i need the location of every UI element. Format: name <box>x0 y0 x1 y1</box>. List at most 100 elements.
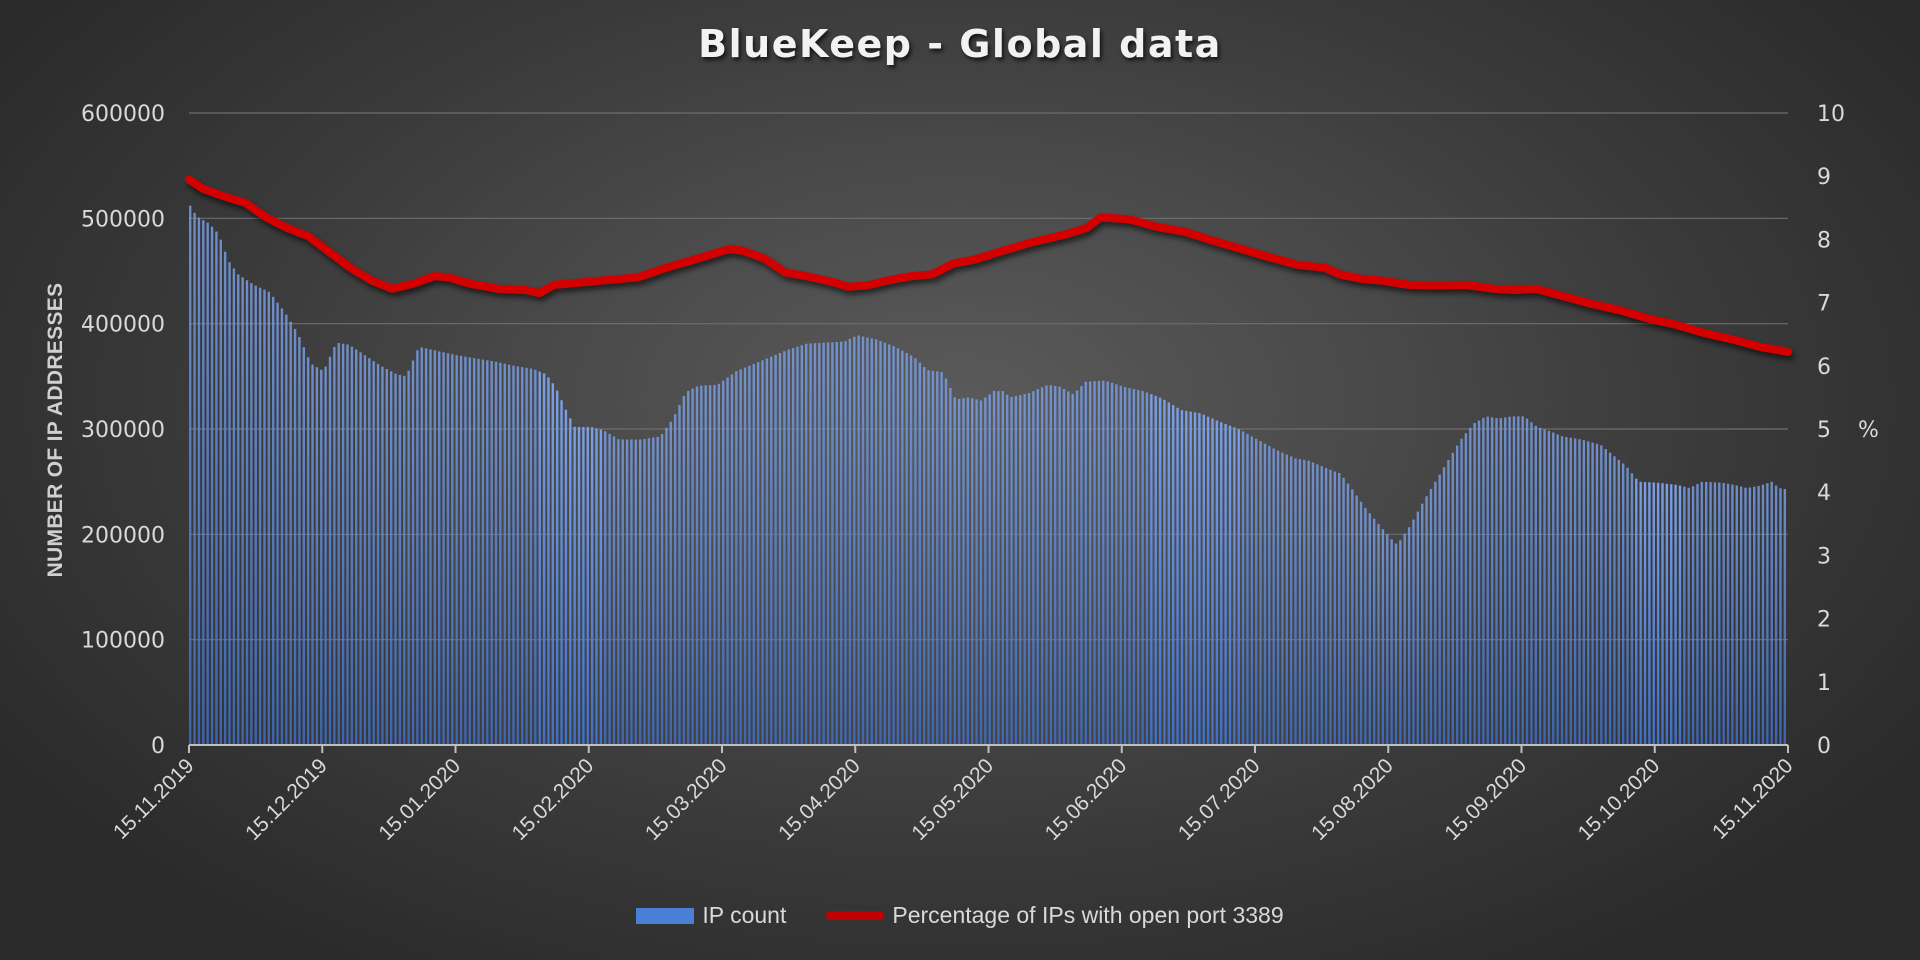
bar <box>223 251 227 745</box>
legend-item-percentage[interactable]: Percentage of IPs with open port 3389 <box>826 902 1284 929</box>
bar <box>1582 440 1586 745</box>
bar <box>542 373 546 745</box>
y2-tick-label: 6 <box>1817 355 1831 380</box>
bar <box>770 356 773 745</box>
bar <box>1093 381 1096 745</box>
bar <box>1263 443 1267 745</box>
bar <box>1088 381 1092 745</box>
y2-axis-ticks: 0 1 2 3 4 5 6 7 8 9 10 <box>1817 102 1845 759</box>
bar <box>617 439 620 745</box>
bar <box>1490 417 1494 745</box>
bar <box>1569 437 1572 745</box>
bar <box>1080 386 1083 745</box>
bar <box>857 335 860 745</box>
legend-item-ip-count[interactable]: IP count <box>636 902 786 929</box>
bar <box>1071 393 1074 745</box>
bar <box>1351 489 1354 745</box>
bar <box>853 336 856 745</box>
bar <box>385 368 388 745</box>
y-axis-ticks: 0 100000 200000 300000 400000 500000 600000 <box>81 102 165 759</box>
bar <box>1338 472 1341 745</box>
bar <box>1399 540 1402 745</box>
bar <box>328 356 332 745</box>
bar <box>1591 442 1594 745</box>
bar <box>922 367 926 745</box>
bar <box>1141 390 1144 745</box>
bar <box>1779 488 1782 745</box>
bar <box>538 371 541 745</box>
bar <box>403 375 406 745</box>
bar <box>210 226 214 745</box>
bar <box>534 369 537 745</box>
bar <box>1543 429 1546 745</box>
bar <box>669 421 672 745</box>
bar <box>1473 423 1476 745</box>
bar <box>1578 439 1581 745</box>
bar <box>634 439 638 745</box>
bar <box>1001 391 1005 745</box>
bar <box>1298 459 1302 745</box>
bar <box>1158 397 1162 745</box>
bar <box>320 369 323 745</box>
bar <box>936 371 939 745</box>
bar <box>1246 433 1249 745</box>
bar <box>984 397 987 745</box>
bar <box>1587 441 1590 745</box>
bar <box>250 283 253 745</box>
bar <box>389 371 393 745</box>
bar <box>1220 422 1223 745</box>
bar <box>228 262 231 745</box>
x-tick-label: 15.10.2020 <box>1574 754 1665 845</box>
bar <box>512 365 515 745</box>
bar <box>394 373 397 745</box>
bar <box>555 390 559 745</box>
bar <box>944 378 948 745</box>
bar <box>1180 410 1184 745</box>
bar <box>1272 448 1275 745</box>
bar <box>459 355 463 745</box>
bar <box>800 345 804 745</box>
bar <box>1333 471 1337 745</box>
legend: IP count Percentage of IPs with open por… <box>0 902 1920 929</box>
bar <box>438 351 441 745</box>
bar <box>446 353 450 745</box>
bar <box>407 370 410 745</box>
bar <box>1412 519 1415 745</box>
bar <box>874 339 878 745</box>
bar <box>1656 482 1660 745</box>
bar <box>507 364 511 745</box>
bar <box>1005 394 1009 745</box>
bar <box>612 436 616 745</box>
bar <box>577 426 581 745</box>
bar <box>1049 385 1053 745</box>
bar <box>971 398 974 745</box>
bar <box>1359 501 1363 745</box>
bar <box>1040 387 1044 745</box>
x-tick-label: 15.05.2020 <box>907 754 998 845</box>
bar <box>276 302 279 745</box>
bar <box>783 351 786 745</box>
bar <box>1189 411 1192 745</box>
bar <box>1560 436 1564 745</box>
bar <box>350 346 354 745</box>
bar <box>1635 478 1638 745</box>
bar <box>1281 452 1284 745</box>
bar <box>1731 484 1734 745</box>
bar <box>521 367 524 745</box>
bar <box>1316 464 1319 745</box>
bar <box>1368 513 1371 745</box>
bar <box>870 338 873 745</box>
bar <box>643 438 646 745</box>
bar <box>420 347 423 745</box>
bar <box>1303 459 1306 745</box>
bar <box>1678 485 1682 745</box>
bar <box>1346 483 1350 745</box>
bar <box>1425 496 1428 745</box>
bar <box>302 347 305 745</box>
bar <box>1027 393 1031 745</box>
bar <box>739 369 742 745</box>
bar <box>1289 456 1293 745</box>
bar <box>372 361 375 745</box>
bar <box>285 314 288 745</box>
